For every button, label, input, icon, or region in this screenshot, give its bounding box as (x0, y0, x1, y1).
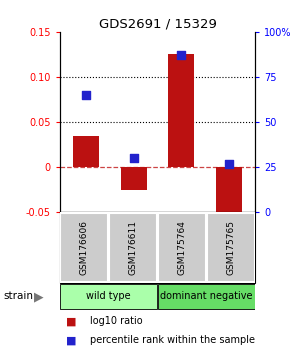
Bar (158, 213, 206, 282)
Title: GDS2691 / 15329: GDS2691 / 15329 (99, 18, 216, 31)
Point (226, 161, 231, 166)
Text: strain: strain (3, 291, 33, 302)
Bar (61, 284, 157, 309)
Point (179, 52, 184, 58)
Bar (216, 167, 242, 219)
Text: percentile rank within the sample: percentile rank within the sample (90, 335, 255, 345)
Bar (168, 55, 194, 167)
Text: GSM175765: GSM175765 (226, 220, 235, 275)
Point (84, 92, 88, 98)
Text: ▶: ▶ (34, 290, 44, 303)
Bar (121, 167, 147, 190)
Text: wild type: wild type (86, 291, 131, 302)
Text: ■: ■ (66, 335, 76, 345)
Point (131, 155, 136, 161)
Text: dominant negative: dominant negative (160, 291, 253, 302)
Text: GSM175764: GSM175764 (177, 220, 186, 275)
Bar (61, 213, 108, 282)
Text: ■: ■ (66, 316, 76, 326)
Bar (73, 136, 99, 167)
Text: GSM176611: GSM176611 (129, 220, 138, 275)
Bar (158, 284, 254, 309)
Text: log10 ratio: log10 ratio (90, 316, 142, 326)
Bar (109, 213, 157, 282)
Text: GSM176606: GSM176606 (80, 220, 89, 275)
Bar (207, 213, 254, 282)
